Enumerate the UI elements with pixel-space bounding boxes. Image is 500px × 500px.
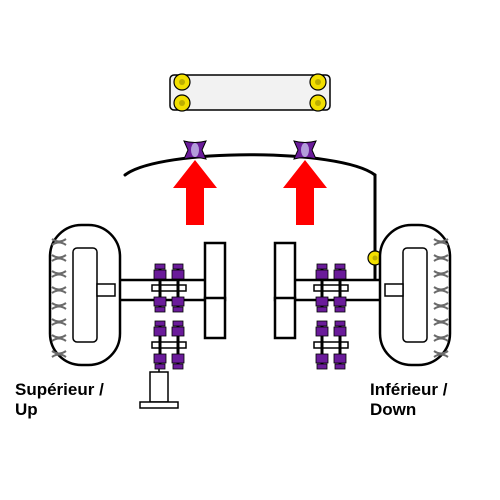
diagram-svg — [0, 0, 500, 500]
label-superieur: Supérieur / Up — [15, 380, 125, 419]
diagram-canvas: Supérieur / Up Inférieur / Down — [0, 0, 500, 500]
label-inferieur: Inférieur / Down — [370, 380, 480, 419]
